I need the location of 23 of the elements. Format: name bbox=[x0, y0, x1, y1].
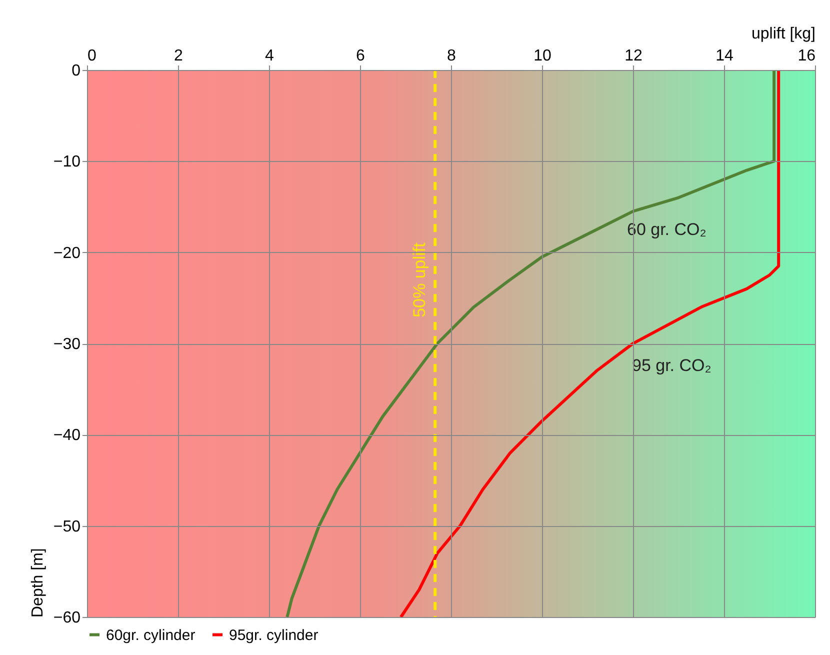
y-tick-label: 0 bbox=[72, 62, 81, 80]
y-tick-label: −40 bbox=[53, 427, 81, 444]
x-tick-label: 2 bbox=[174, 48, 184, 64]
y-tick-label: −20 bbox=[53, 244, 81, 262]
x-tick-label: 16 bbox=[798, 48, 816, 64]
x-tick-label: 4 bbox=[265, 48, 274, 64]
x-tick-label: 14 bbox=[716, 48, 734, 64]
y-tick-label: −10 bbox=[53, 154, 81, 171]
y-tick-label: −30 bbox=[53, 336, 81, 353]
x-axis-title: uplift [kg] bbox=[751, 26, 816, 42]
x-tick-label: 12 bbox=[624, 48, 642, 64]
y-tick-label: −50 bbox=[53, 518, 81, 536]
line-series bbox=[399, 68, 780, 618]
ref-line-label: 50% uplift bbox=[410, 242, 430, 318]
x-tick-label: 6 bbox=[356, 48, 366, 64]
line-series bbox=[286, 68, 776, 618]
legend-label: 95gr. cylinder bbox=[229, 626, 318, 644]
x-tick-label: 8 bbox=[447, 48, 456, 64]
y-tick-label: −60 bbox=[53, 610, 81, 626]
x-tick-label: 0 bbox=[88, 48, 96, 64]
x-tick-label: 10 bbox=[534, 48, 552, 64]
y-axis-title: Depth [m] bbox=[29, 548, 46, 618]
legend-label: 60gr. cylinder bbox=[106, 626, 196, 644]
